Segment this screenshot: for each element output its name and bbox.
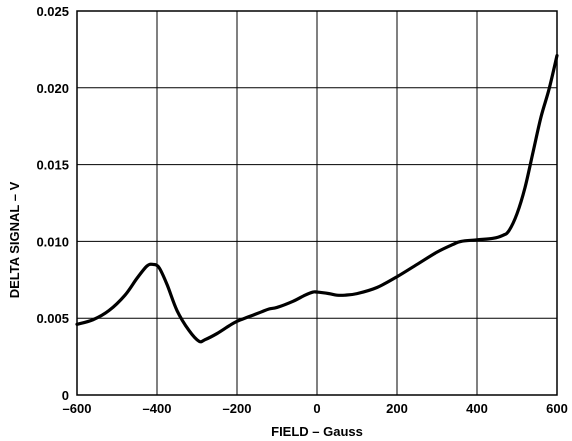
x-tick-label: –200 (223, 401, 252, 416)
x-tick-label: 200 (386, 401, 408, 416)
y-tick-label: 0 (62, 388, 69, 403)
x-axis-label: FIELD – Gauss (271, 424, 363, 439)
y-tick-label: 0.010 (36, 234, 69, 249)
y-tick-label: 0.025 (36, 4, 69, 19)
x-tick-label: –600 (63, 401, 92, 416)
data-series-line (75, 53, 559, 344)
x-tick-label: 600 (546, 401, 568, 416)
y-tick-label: 0.020 (36, 81, 69, 96)
y-tick-label: 0.005 (36, 311, 69, 326)
x-tick-label: 0 (313, 401, 320, 416)
y-tick-label: 0.015 (36, 158, 69, 173)
plot-frame (76, 10, 558, 396)
grid-lines (77, 11, 557, 395)
y-axis-ticks: 0 0.005 0.010 0.015 0.020 0.025 (36, 4, 69, 403)
x-tick-label: 400 (466, 401, 488, 416)
x-tick-label: –400 (143, 401, 172, 416)
y-axis-label: DELTA SIGNAL – V (7, 181, 22, 298)
x-axis-ticks: –600 –400 –200 0 200 400 600 (63, 401, 568, 416)
